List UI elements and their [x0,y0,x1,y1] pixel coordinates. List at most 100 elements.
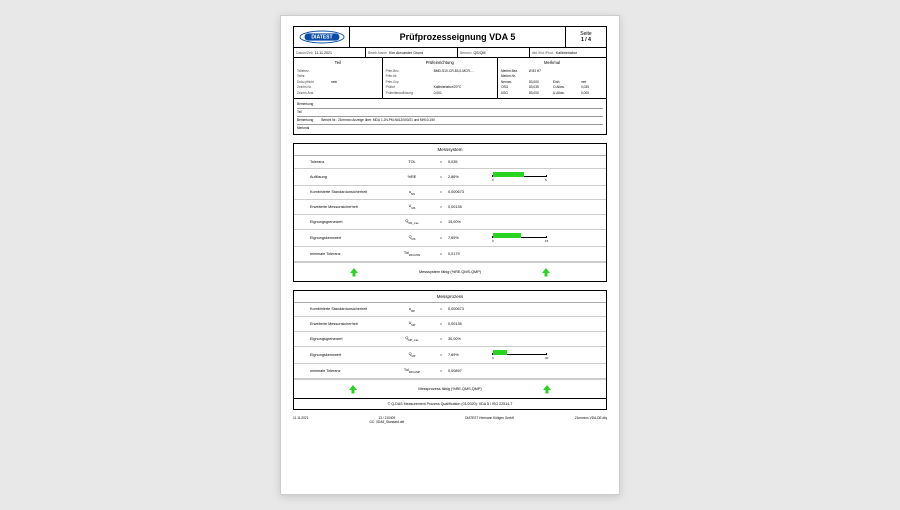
equals-icon: = [434,220,448,224]
kv-key: Doku.pflicht [297,80,327,84]
messprozess-box: Messprozess Kombinierte Standardunsicher… [293,290,607,399]
kv-key: Prfm.Nr. [386,74,430,78]
metric-value: 7,69% [448,236,492,240]
user-label: Bearb.Name [368,51,387,55]
remark-text: Bericht Nr.: 21mmxxx Anzeige über: MDU 1… [321,118,435,122]
area-label: Bereich [460,51,472,55]
metric-bar-cell: 05 [492,173,600,181]
messsystem-footer: Messsystem fähig (%RE,QMS,QMP) [294,262,606,281]
kv-val: mm [581,80,603,84]
col-teil: Teil Teilebez.Teilnr.Doku.pflichtneinZei… [294,58,383,98]
bar-min: 0 [492,178,494,182]
footer-right: 21mmxxx-VDA-DE.dfq [575,416,607,424]
metric-row: minimale ToleranzTolMIN-UMP=0,00897 [294,364,606,379]
metric-name: Toleranz [300,160,390,164]
metric-name: Eignungsgrenzwert [300,220,390,224]
kv-key: Zeichn.Änd. [297,91,327,95]
arrow-up-icon [349,267,359,277]
equals-icon: = [434,236,448,240]
bar-chart: 030 [492,351,600,359]
remark-label: Merkmal [297,126,309,130]
metric-symbol: uMS [390,190,434,196]
kv-val [581,74,603,78]
metric-symbol: %RE [390,175,434,179]
metric-bar-cell: 0 15 [492,234,600,242]
bar-min: 0 [492,239,494,243]
metric-value: 0,000673 [448,307,492,311]
metric-name: Erweiterte Messunsicherheit [300,322,390,326]
kv-key: U.Allow. [553,91,581,95]
col-merkmal-title: Merkmal [501,59,603,67]
metric-name: Auflösung [300,175,390,179]
metric-value: 7,69% [448,353,492,357]
col-merkmal: Merkmal Merkm.Bez.Ø 83 H7Merkm.Nr.Nennm.… [498,58,606,98]
kv-key [553,69,581,73]
metric-value: 0,000673 [448,190,492,194]
kv-val: Kalibrierlabor/20°C [434,85,462,89]
kv-key: OSG [501,85,529,89]
metric-symbol: QMS [390,235,434,241]
page-cell: Seite 1 / 4 [566,27,606,47]
equals-icon: = [434,369,448,373]
kv-key: O.Allow. [553,85,581,89]
metric-name: Erweiterte Messunsicherheit [300,205,390,209]
kv-key: Zeichn.Nr. [297,85,327,89]
metric-symbol: QMS_max [390,219,434,225]
footer-left: 11.11.2021 [293,416,308,424]
kv-val [529,74,553,78]
metric-symbol: UMS [390,204,434,210]
col-pruef: Prüfeinrichtung Prfm.Bez.BMD-S10-CR-83,0… [383,58,498,98]
metric-row: ToleranzTOL=0,035 [294,156,606,169]
bar-max: 15 [545,239,548,243]
kv-val: 83,000 [529,80,553,84]
footer-center: DIATEST Hermann Költgen GmbH [465,416,514,424]
metric-name: Kombinierte Standardunsicherheit [300,307,390,311]
metric-row: Erweiterte MessunsicherheitUMS=0,00135 [294,200,606,215]
metric-symbol: UMP [390,321,434,327]
metric-name: minimale Toleranz [300,252,390,256]
area-value: QS/QM [474,51,486,55]
kv-row: Merkm.Bez.Ø 83 H7 [501,67,603,73]
metric-row: Kombinierte StandardunsicherheituMS=0,00… [294,186,606,201]
kv-val: nein [331,80,337,84]
dept-label: Abt./Kst./Prod. [532,51,554,55]
metric-name: Eignungsgrenzwert [300,337,390,341]
diatest-logo-icon: DIATEST [299,30,345,44]
metric-symbol: QMP_max [390,336,434,342]
kv-val: 0,035 [581,85,603,89]
page-value: 1 / 4 [581,37,591,43]
kv-key: USG [501,91,529,95]
remark-label: Bemerkung [297,118,313,122]
messprozess-title: Messprozess [294,291,606,303]
info-columns: Teil Teilebez.Teilnr.Doku.pflichtneinZei… [293,58,607,99]
messsystem-box: Messsystem ToleranzTOL=0,035 Auflösung%RE… [293,143,607,282]
copyright-note: © Q-DAS Measurement Process Qualificatio… [293,399,607,410]
equals-icon: = [434,337,448,341]
kv-val: 0,000 [581,91,603,95]
kv-row: Nennm.83,000Einh.mm [501,78,603,84]
kv-val: BMD-S10-CR-83,0-MCR-... [434,69,474,73]
header-row: DIATEST Prüfprozesseignung VDA 5 Seite 1… [293,26,607,48]
metric-row: EignungskennwertQMP=7,69%030 [294,347,606,364]
metric-symbol: TolMIN-UMP [390,368,434,374]
dept-value: Kalibrierlabor [556,51,577,55]
bar-min: 0 [492,356,494,360]
metric-name: Eignungskennwert [300,353,390,357]
kv-key: Merkm.Bez. [501,69,529,73]
metric-value: 0,00897 [448,369,492,373]
footer-mid-bot: GC: VDA5_Standard.def [369,420,404,424]
report-sheet: DIATEST Prüfprozesseignung VDA 5 Seite 1… [280,15,620,495]
kv-val: 83,000 [529,91,553,95]
date-value: 11.11.2021 [315,51,332,55]
messsystem-title: Messsystem [294,144,606,156]
equals-icon: = [434,175,448,179]
kv-row: Prüfmittelauflösung0,001 [386,89,494,95]
equals-icon: = [434,205,448,209]
remark-label: Teil [297,110,302,114]
equals-icon: = [434,307,448,311]
report-title: Prüfprozesseignung VDA 5 [350,27,566,47]
metric-value: 2,86% [448,175,492,179]
equals-icon: = [434,322,448,326]
equals-icon: = [434,252,448,256]
kv-key: Teilnr. [297,74,327,78]
